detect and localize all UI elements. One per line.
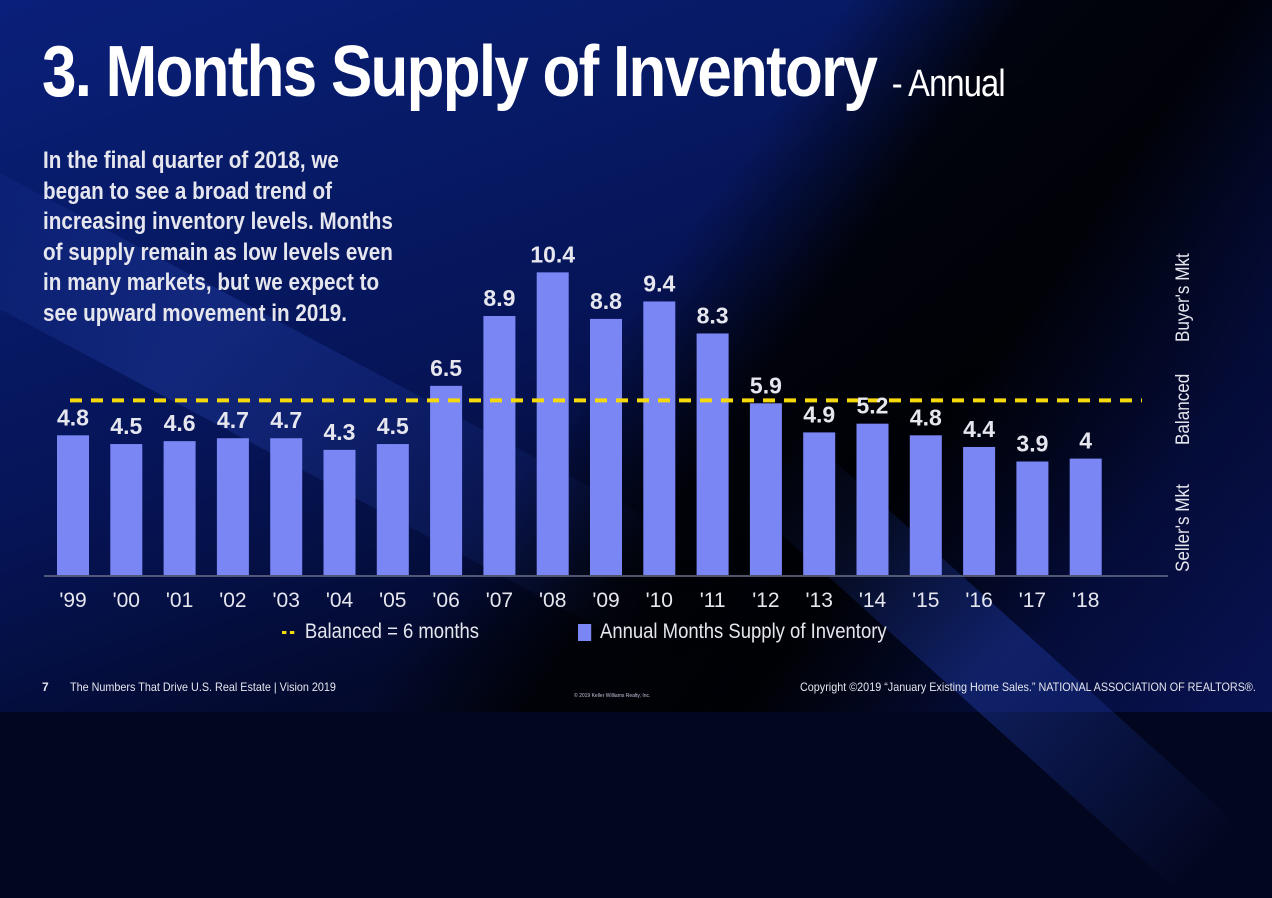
legend-label: Annual Months Supply of Inventory: [600, 620, 887, 643]
title-main: 3. Months Supply of Inventory: [42, 32, 878, 112]
description-line: began to see a broad trend of: [43, 177, 333, 205]
x-tick-label: '16: [965, 589, 992, 612]
description-line: of supply remain as low levels even: [43, 238, 393, 266]
bar-swatch: [578, 623, 592, 641]
x-tick-label: '12: [752, 589, 779, 612]
bar-17: [1016, 461, 1049, 575]
buyers-market-label: Buyer's Mkt: [1173, 253, 1194, 342]
bar-14: [856, 423, 889, 575]
bar-06: [430, 385, 463, 575]
data-label: 4.3: [324, 419, 356, 445]
data-label: 8.3: [697, 302, 729, 328]
x-tick-label: '07: [486, 589, 513, 612]
bar-00: [110, 444, 143, 575]
bar-99: [57, 435, 89, 575]
x-tick-label: '08: [539, 589, 566, 612]
x-tick-label: '09: [592, 589, 619, 612]
data-label: 4.9: [803, 401, 835, 427]
data-label: 10.4: [530, 241, 575, 267]
bar-13: [803, 432, 836, 575]
bar-02: [216, 438, 249, 575]
legend-item-balanced: Balanced = 6 months: [282, 620, 479, 644]
data-label: 4.4: [963, 416, 995, 442]
data-label: 9.4: [643, 270, 675, 296]
x-tick-label: '14: [859, 589, 887, 612]
x-tick-label: '15: [912, 589, 939, 612]
presentation-name: The Numbers That Drive U.S. Real Estate …: [70, 680, 336, 694]
x-tick-label: '05: [379, 589, 406, 612]
x-tick-labels-group: '99 '00 '01 '02 '03 '04 '05 '06 '07 '08 '09 '10 '11 '…: [59, 589, 1099, 612]
data-label: 8.9: [483, 285, 515, 311]
bar-12: [749, 403, 782, 575]
source-copyright: Copyright ©2019 “January Existing Home S…: [800, 680, 1256, 694]
bar-18: [1069, 458, 1102, 575]
data-label: 4: [1079, 428, 1092, 454]
bar-03: [270, 438, 303, 575]
data-label: 4.8: [57, 404, 89, 430]
slide-title: 3. Months Supply of Inventory - Annual: [42, 36, 1006, 108]
slide-background: [0, 0, 1272, 712]
sellers-market-label: Seller's Mkt: [1173, 484, 1194, 572]
description-line: In the final quarter of 2018, we: [43, 147, 339, 174]
x-tick-label: '99: [59, 589, 86, 612]
data-label: 4.5: [377, 413, 409, 439]
data-label: 4.6: [164, 410, 196, 436]
title-suffix: - Annual: [891, 63, 1006, 105]
data-label: 6.5: [430, 355, 462, 381]
bar-11: [696, 333, 729, 575]
data-label: 3.9: [1016, 431, 1048, 457]
bar-16: [963, 446, 996, 575]
data-label: 4.5: [110, 413, 142, 439]
bar-09: [590, 318, 622, 575]
dashed-line-swatch: [289, 630, 295, 634]
bar-chart: 4.8 4.5 4.6 4.7 4.7 4.3 4.5 6.5 8.9 10.4 8.8 9.4 8.3…: [44, 241, 1168, 612]
bar-15: [909, 435, 942, 575]
description-line: in many markets, but we expect to: [43, 269, 380, 296]
description-text: In the final quarter of 2018, we began t…: [43, 146, 404, 329]
x-tick-label: '17: [1019, 589, 1046, 612]
bar-07: [483, 316, 516, 575]
x-tick-label: '03: [273, 589, 300, 612]
x-tick-label: '13: [806, 589, 833, 612]
bar-08: [536, 272, 569, 575]
page-number: 7: [42, 680, 49, 694]
bar-01: [163, 441, 196, 575]
x-tick-label: '04: [326, 589, 354, 612]
data-label: 4.8: [910, 404, 942, 430]
dashed-line-swatch: [282, 630, 287, 634]
x-tick-label: '00: [113, 589, 140, 612]
x-tick-label: '06: [432, 589, 459, 612]
bar-05: [376, 444, 409, 575]
data-label: 5.2: [857, 393, 889, 419]
x-tick-label: '10: [646, 589, 673, 612]
bar-04: [323, 449, 356, 575]
data-label: 5.9: [750, 372, 782, 398]
x-tick-label: '01: [166, 589, 193, 612]
x-tick-label: '11: [700, 589, 726, 612]
balanced-market-label: Balanced: [1173, 373, 1194, 445]
legend-item-supply: Annual Months Supply of Inventory: [578, 620, 887, 644]
company-copyright: © 2019 Keller Williams Realty, Inc.: [574, 693, 651, 699]
description-line: see upward movement in 2019.: [43, 299, 347, 327]
data-label: 4.7: [217, 407, 249, 433]
bar-10: [643, 301, 676, 575]
data-labels-group: 4.8 4.5 4.6 4.7 4.7 4.3 4.5 6.5 8.9 10.4 8.8 9.4 8.3…: [57, 241, 1092, 456]
data-label: 8.8: [590, 288, 622, 314]
x-tick-label: '18: [1072, 589, 1099, 612]
data-label: 4.7: [270, 407, 302, 433]
bars-group: [57, 272, 1102, 575]
description-line: increasing inventory levels. Months: [43, 208, 393, 235]
legend-label: Balanced = 6 months: [304, 620, 480, 643]
x-tick-label: '02: [219, 589, 246, 612]
